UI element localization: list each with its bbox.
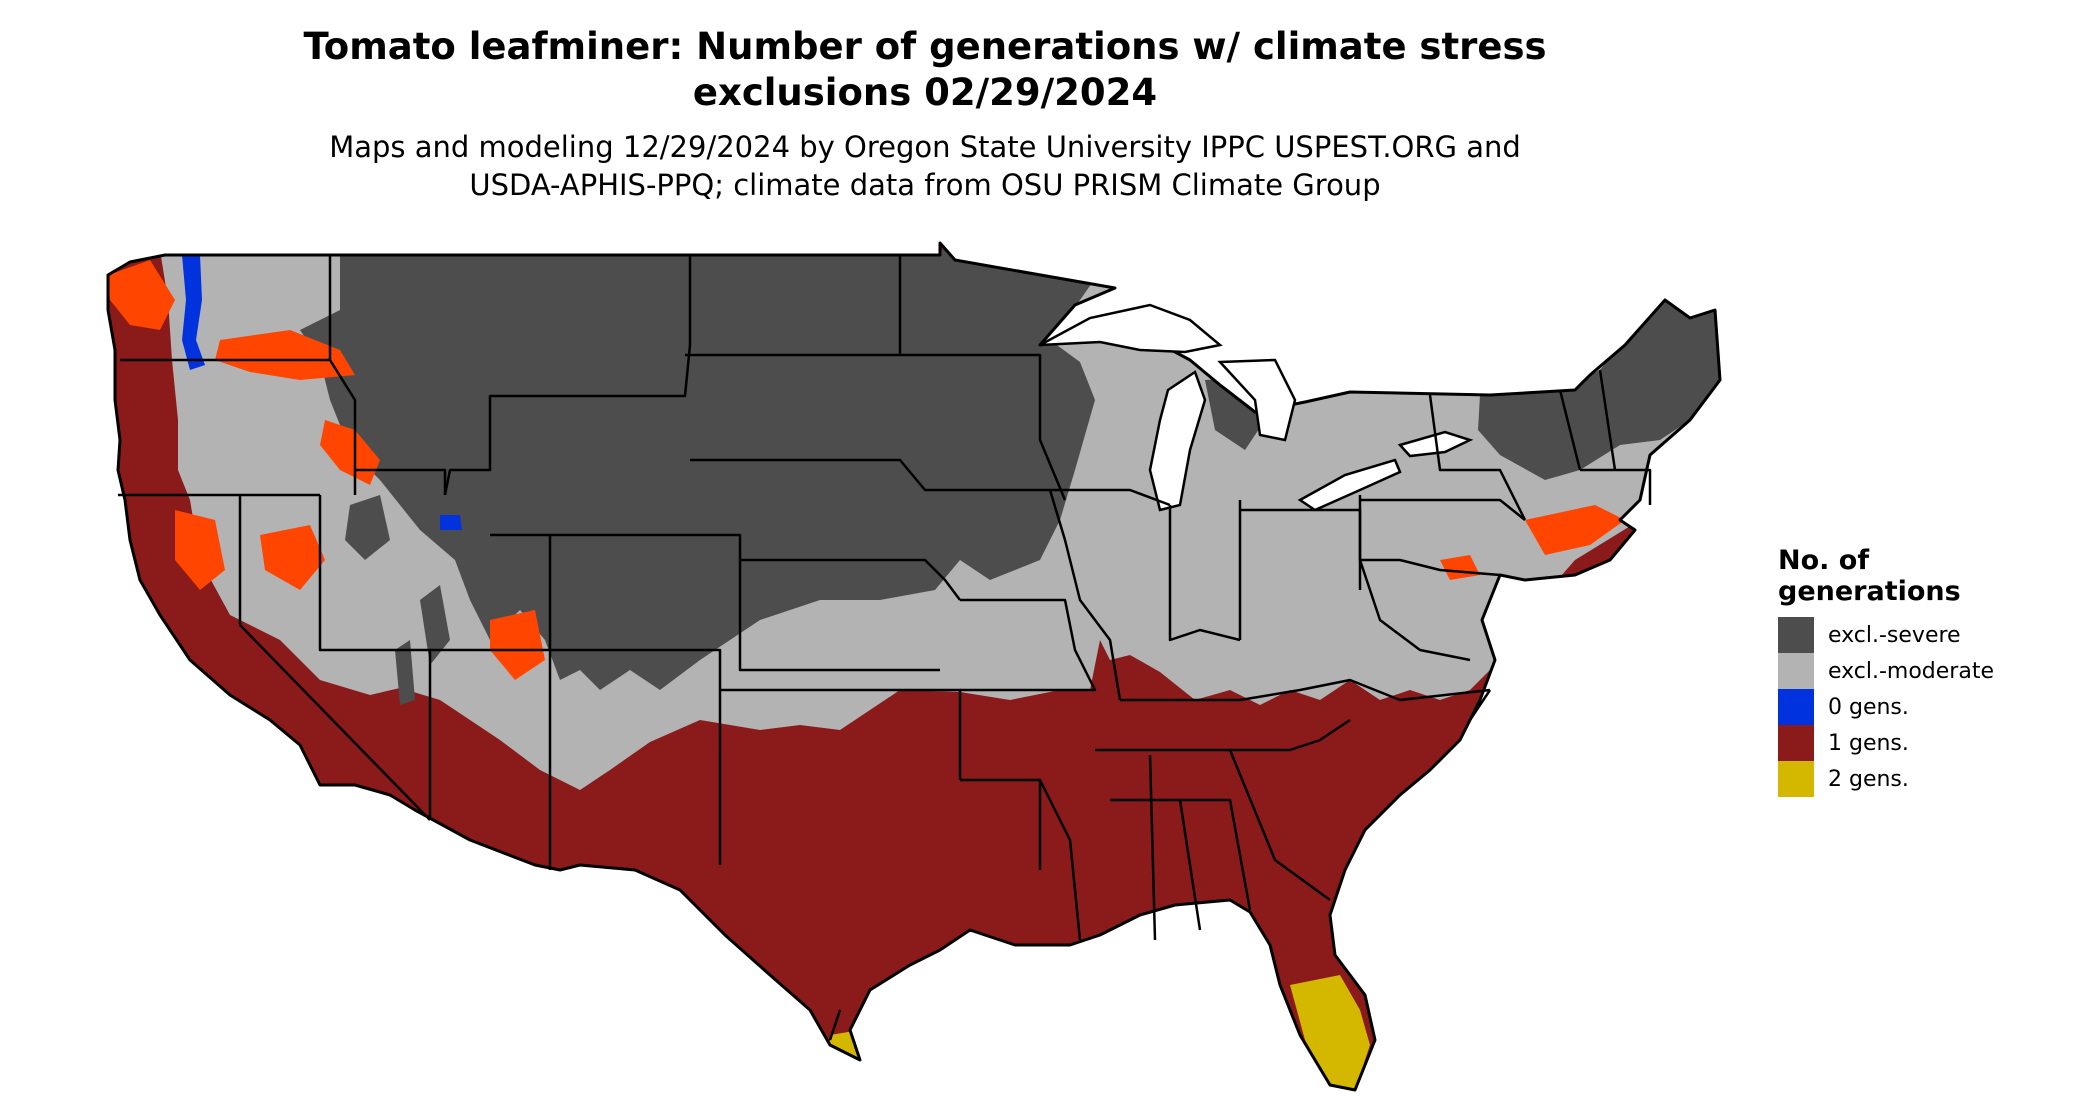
- patch-severe-2: [420, 585, 450, 665]
- legend-item: excl.-moderate: [1778, 653, 2078, 689]
- legend-label: excl.-severe: [1828, 622, 1961, 648]
- legend-swatch: [1778, 617, 1814, 653]
- legend-swatch: [1778, 689, 1814, 725]
- region-0-gen-utah: [440, 515, 462, 530]
- legend-items: excl.-severe excl.-moderate 0 gens. 1 gens.…: [1778, 617, 2078, 797]
- region-excl-severe-north: [300, 250, 1115, 690]
- lake-michigan: [1148, 370, 1207, 512]
- legend-item: 1 gens.: [1778, 725, 2078, 761]
- region-2-gen-florida: [1290, 975, 1370, 1090]
- map-subtitle-line-1: Maps and modeling 12/29/2024 by Oregon S…: [329, 130, 1521, 164]
- lake-ontario: [1397, 430, 1474, 458]
- legend: No. of generations excl.-severe excl.-mod…: [1778, 545, 2078, 797]
- map-subtitle: Maps and modeling 12/29/2024 by Oregon S…: [0, 128, 1850, 204]
- transition-utah: [490, 610, 545, 680]
- legend-label: 0 gens.: [1828, 694, 1909, 720]
- patch-severe-1: [345, 495, 390, 560]
- legend-title: No. of generations: [1778, 545, 2078, 607]
- region-excl-severe-ne: [1478, 300, 1720, 480]
- transition-wa-coast: [108, 260, 175, 330]
- lake-huron: [1217, 358, 1297, 442]
- map-title: Tomato leafminer: Number of generations …: [0, 24, 1850, 116]
- transition-columbia: [215, 330, 355, 380]
- state-borders: [118, 255, 1652, 1041]
- transition-ca-interior: [175, 510, 225, 590]
- patch-severe-3: [395, 640, 415, 705]
- legend-item: 2 gens.: [1778, 761, 2078, 797]
- lake-superior: [1039, 303, 1223, 354]
- legend-label: excl.-moderate: [1828, 658, 1994, 684]
- map-title-line-1: Tomato leafminer: Number of generations …: [303, 25, 1547, 68]
- legend-item: 0 gens.: [1778, 689, 2078, 725]
- legend-title-line-1: No. of: [1778, 545, 1870, 576]
- map-title-line-2: exclusions 02/29/2024: [692, 71, 1158, 114]
- transition-nj: [1525, 505, 1625, 555]
- us-outline: [106, 241, 1722, 1092]
- legend-title-line-2: generations: [1778, 576, 1961, 607]
- legend-swatch: [1778, 761, 1814, 797]
- region-0-gen-cascades: [182, 255, 205, 370]
- legend-label: 1 gens.: [1828, 730, 1909, 756]
- map-subtitle-line-2: USDA-APHIS-PPQ; climate data from OSU PR…: [469, 168, 1381, 202]
- legend-swatch: [1778, 725, 1814, 761]
- legend-item: excl.-severe: [1778, 617, 2078, 653]
- us-generations-map: [106, 241, 1722, 1092]
- legend-swatch: [1778, 653, 1814, 689]
- legend-label: 2 gens.: [1828, 766, 1909, 792]
- transition-nv: [260, 525, 325, 590]
